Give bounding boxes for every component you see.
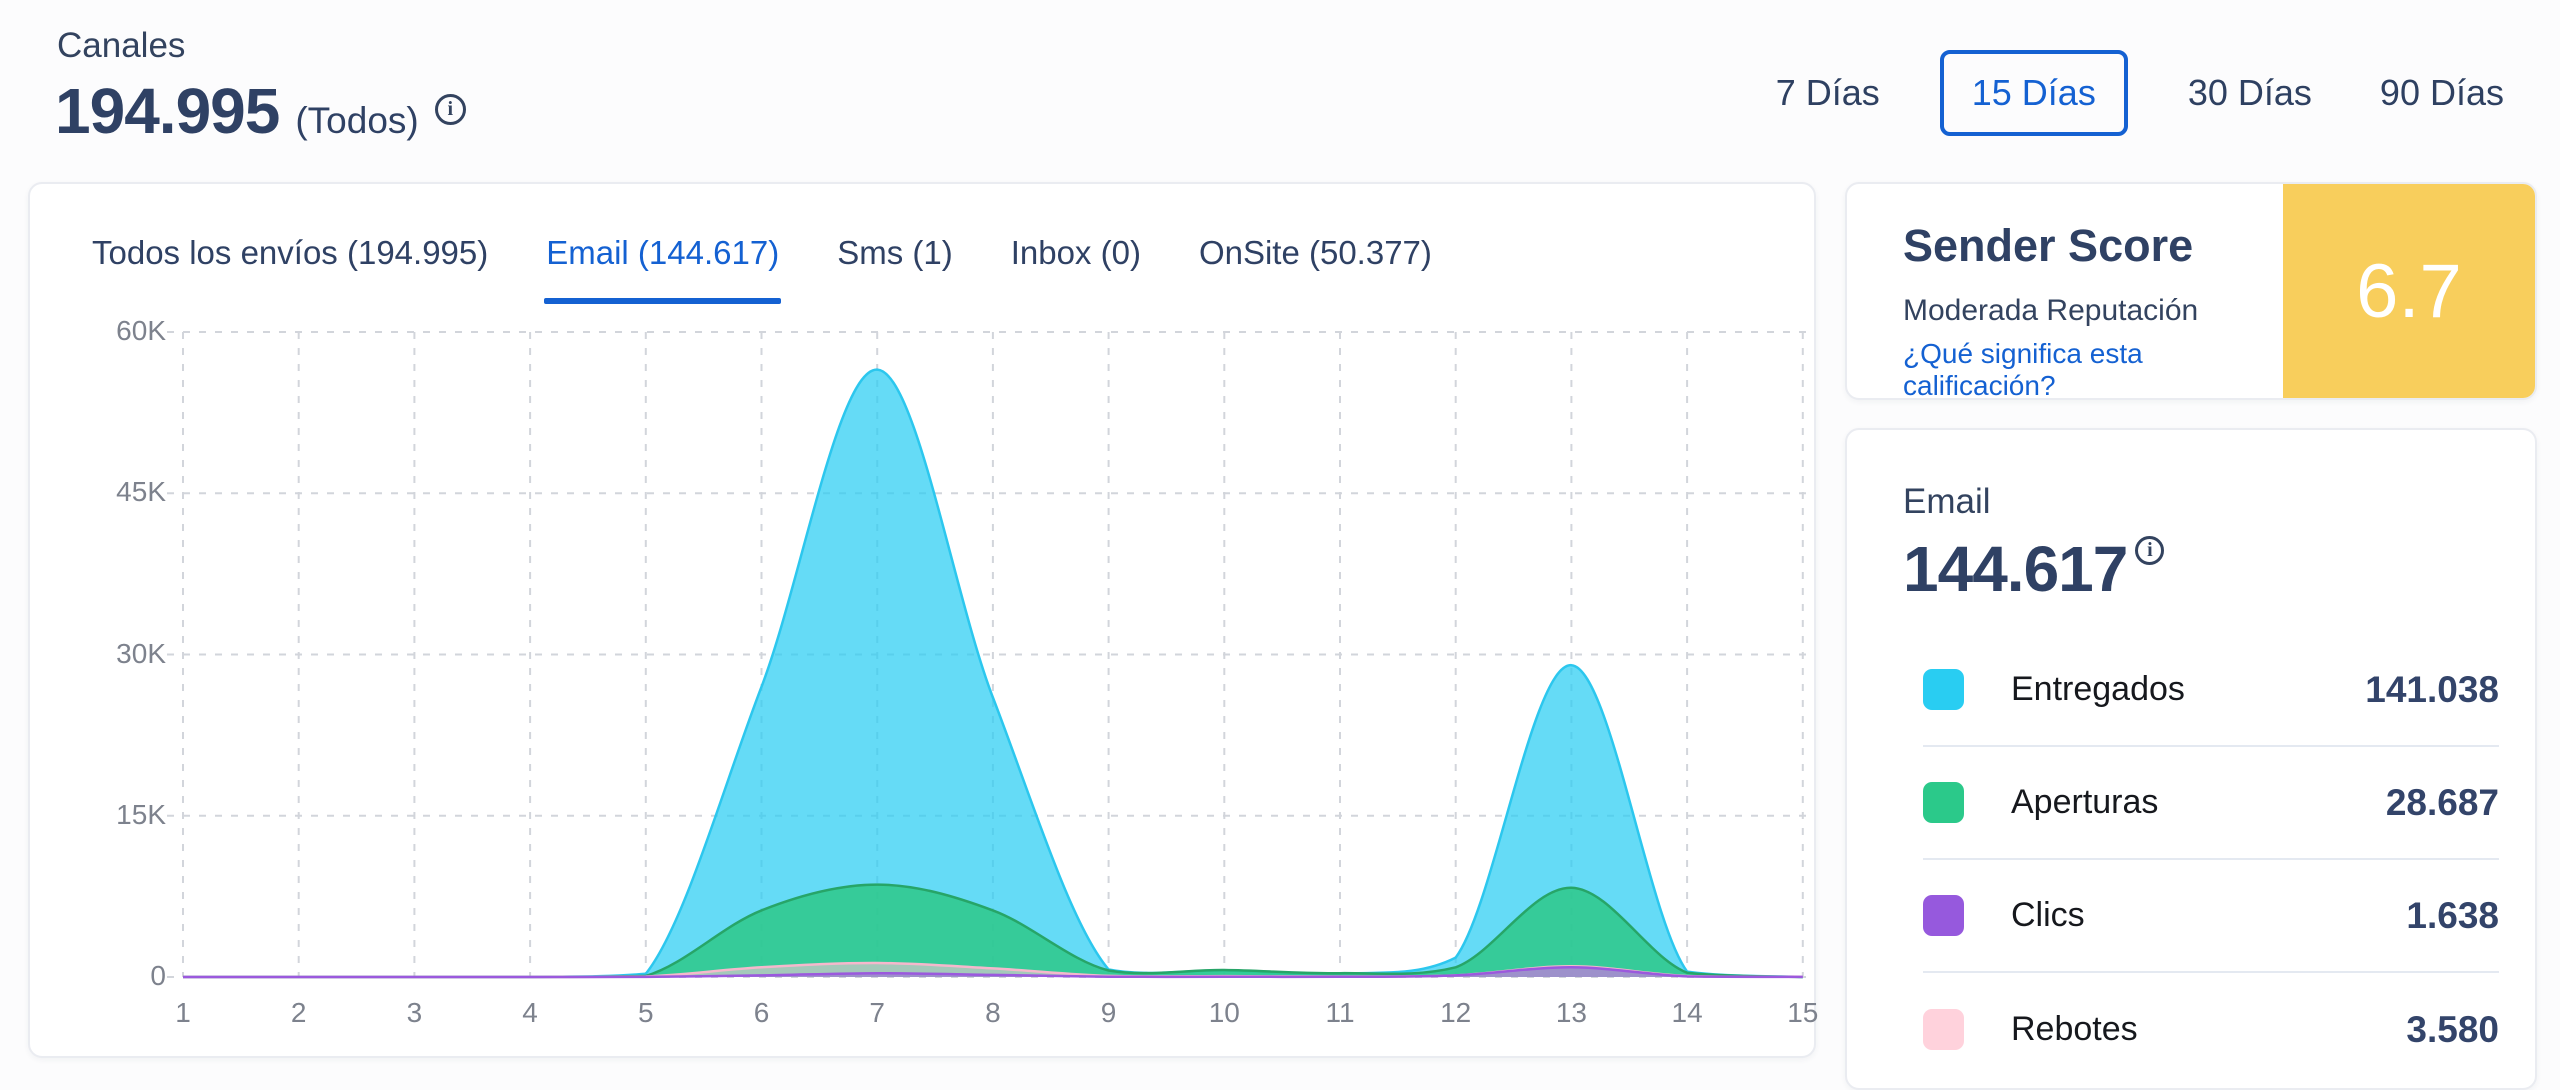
x-axis-label: 14 <box>1671 997 1703 1028</box>
legend-label: Clics <box>2011 896 2085 934</box>
channels-total: 194.995 (Todos) <box>55 74 466 148</box>
legend-value: 1.638 <box>2406 894 2499 936</box>
sender-score-subtitle: Moderada Reputación <box>1903 294 2199 327</box>
info-icon[interactable] <box>434 94 466 125</box>
x-axis-label: 6 <box>753 997 770 1028</box>
x-axis-label: 9 <box>1100 997 1117 1028</box>
email-summary-card: Email 144.617 Entregados 141.038 Apertur… <box>1845 428 2537 1090</box>
email-total-value: 144.617 <box>1903 533 2128 605</box>
tab-onsite[interactable]: OnSite (50.377) <box>1198 234 1432 271</box>
y-axis-label: 45K <box>116 476 166 508</box>
area-chart: 0 15K 30K 45K 60K 1 2 3 4 5 6 7 8 9 10 11 12 13 14 15 <box>30 184 1818 1056</box>
channels-total-value: 194.995 <box>55 75 280 147</box>
filter-7-days[interactable]: 7 Días <box>1775 72 1880 113</box>
channel-tabs: Todos los envíos (194.995) Email (144.61… <box>92 234 1432 304</box>
email-summary-title: Email <box>1903 482 1991 521</box>
x-axis-label: 11 <box>1325 997 1355 1028</box>
sender-score-card: Sender Score Moderada Reputación ¿Qué si… <box>1845 182 2537 401</box>
entregados-swatch <box>1923 669 1964 710</box>
tab-email[interactable]: Email (144.617) <box>544 234 782 304</box>
legend-value: 28.687 <box>2385 781 2499 823</box>
series-area-entregados <box>183 369 1803 978</box>
legend-label: Rebotes <box>2011 1010 2138 1048</box>
y-axis-label: 0 <box>150 960 166 991</box>
x-axis-label: 8 <box>985 997 1001 1028</box>
sender-score-value: 6.7 <box>2283 184 2535 398</box>
series-line-clics <box>183 966 1803 979</box>
email-legend: Entregados 141.038 Aperturas 28.687 Clic… <box>1903 634 2499 1086</box>
y-axis-label: 30K <box>116 637 166 669</box>
legend-row-clics: Clics 1.638 <box>1923 860 2499 973</box>
sender-score-help-link[interactable]: ¿Qué significa esta calificación? <box>1903 338 2143 401</box>
filter-90-days[interactable]: 90 Días <box>2379 72 2504 113</box>
x-axis-label: 13 <box>1555 997 1587 1028</box>
sender-score-title: Sender Score <box>1903 220 2194 271</box>
legend-row-aperturas: Aperturas 28.687 <box>1923 747 2499 860</box>
series-area-aperturas <box>183 884 1803 977</box>
y-axis-label: 60K <box>116 315 166 346</box>
x-axis-label: 2 <box>290 997 307 1028</box>
tab-sms[interactable]: Sms (1) <box>837 234 953 271</box>
legend-label: Aperturas <box>2011 783 2159 821</box>
aperturas-swatch <box>1923 782 1964 823</box>
filter-30-days[interactable]: 30 Días <box>2187 72 2312 113</box>
legend-label: Entregados <box>2011 670 2185 708</box>
rebotes-swatch <box>1923 1009 1964 1050</box>
y-axis-label: 15K <box>116 798 166 830</box>
legend-value: 141.038 <box>2365 668 2499 710</box>
legend-row-rebotes: Rebotes 3.580 <box>1923 973 2499 1086</box>
legend-value: 3.580 <box>2406 1008 2499 1050</box>
x-axis-label: 4 <box>522 997 538 1028</box>
time-filter-group: 7 Días 15 Días 30 Días 90 Días <box>1768 40 2512 146</box>
channels-total-suffix: (Todos) <box>295 100 419 141</box>
tab-inbox[interactable]: Inbox (0) <box>1010 234 1141 271</box>
tab-todos-los-envios[interactable]: Todos los envíos (194.995) <box>92 234 489 271</box>
info-icon[interactable] <box>2135 536 2165 565</box>
chart-canvas <box>167 331 1810 979</box>
clics-swatch <box>1923 895 1964 936</box>
x-axis-label: 3 <box>406 997 423 1028</box>
page-title: Canales <box>57 26 186 65</box>
x-axis-label: 12 <box>1440 997 1472 1028</box>
x-axis-label: 10 <box>1208 997 1240 1028</box>
x-axis-label: 5 <box>638 997 654 1028</box>
series-area-rebotes <box>183 962 1803 977</box>
channels-chart-card: Todos los envíos (194.995) Email (144.61… <box>28 182 1818 1058</box>
x-axis-label: 7 <box>869 997 885 1028</box>
x-axis-label: 15 <box>1787 997 1819 1028</box>
filter-15-days[interactable]: 15 Días <box>1939 50 2128 136</box>
x-axis-label: 1 <box>175 997 191 1028</box>
legend-row-entregados: Entregados 141.038 <box>1923 634 2499 747</box>
